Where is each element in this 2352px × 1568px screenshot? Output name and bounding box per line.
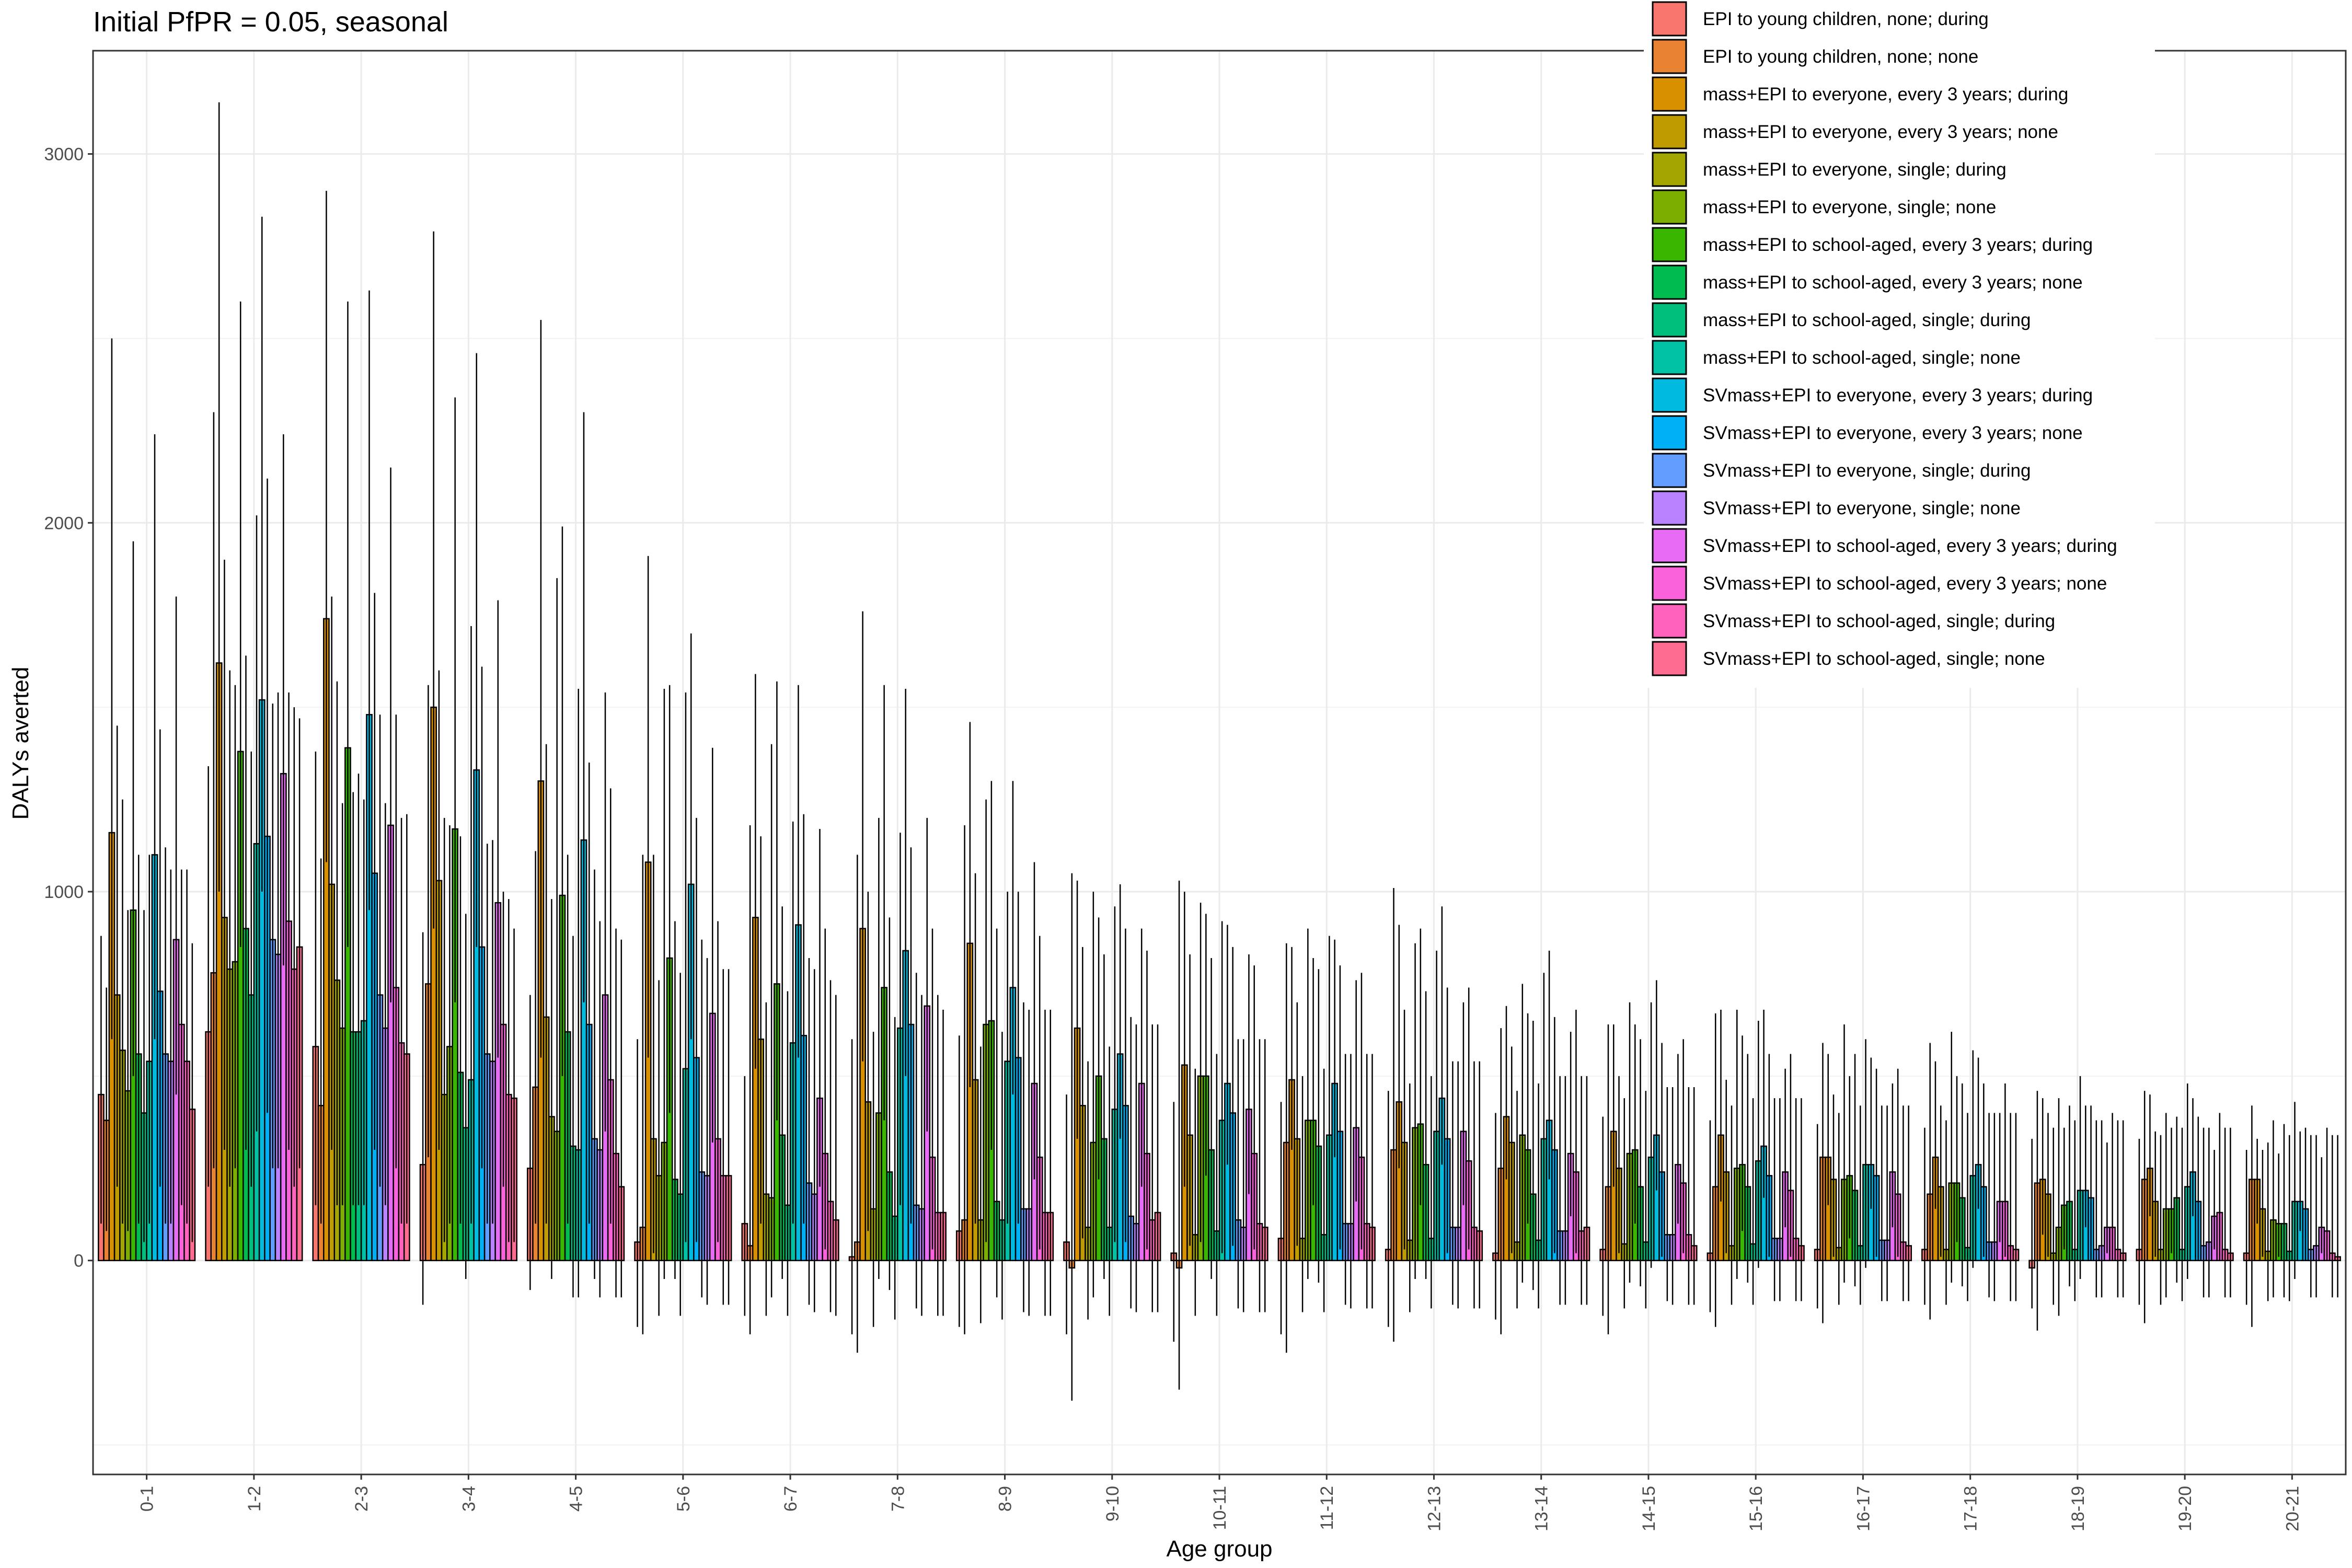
- legend-label: SVmass+EPI to everyone, single; during: [1703, 460, 2031, 481]
- x-tick-label: 20-21: [2282, 1486, 2302, 1531]
- x-tick-label: 6-7: [781, 1486, 801, 1512]
- x-tick-label: 1-2: [245, 1486, 264, 1512]
- x-axis-title: Age group: [1166, 1536, 1272, 1562]
- legend-key: [1652, 189, 1687, 225]
- legend-key: [1652, 152, 1687, 187]
- legend-label: SVmass+EPI to school-aged, every 3 years…: [1703, 536, 2117, 556]
- legend-label: SVmass+EPI to everyone, every 3 years; d…: [1703, 385, 2093, 406]
- legend-label: SVmass+EPI to school-aged, single; durin…: [1703, 611, 2055, 631]
- legend-label: mass+EPI to school-aged, single; none: [1703, 348, 2021, 368]
- legend-key: [1652, 114, 1687, 149]
- x-tick-label: 18-19: [2068, 1486, 2088, 1531]
- legend-label: mass+EPI to school-aged, single; during: [1703, 310, 2031, 330]
- legend-key: [1652, 453, 1687, 488]
- legend-label: SVmass+EPI to everyone, every 3 years; n…: [1703, 423, 2083, 443]
- legend-key: [1652, 76, 1687, 112]
- y-axis-title: DALYs averted: [8, 667, 33, 820]
- x-tick-label: 16-17: [1853, 1486, 1873, 1531]
- legend-label: SVmass+EPI to everyone, single; none: [1703, 498, 2021, 518]
- legend-key: [1652, 566, 1687, 601]
- legend-label: mass+EPI to everyone, single; none: [1703, 197, 1996, 217]
- legend-key: [1652, 302, 1687, 338]
- x-tick-label: 19-20: [2175, 1486, 2195, 1531]
- legend-label: SVmass+EPI to school-aged, single; none: [1703, 649, 2045, 669]
- legend-key: [1652, 528, 1687, 563]
- x-tick-label: 8-9: [996, 1486, 1016, 1512]
- x-tick-label: 14-15: [1639, 1486, 1659, 1531]
- y-tick-label: 1000: [44, 882, 84, 902]
- x-tick-label: 3-4: [459, 1486, 479, 1512]
- x-tick-label: 2-3: [352, 1486, 372, 1512]
- legend-label: mass+EPI to school-aged, every 3 years; …: [1703, 235, 2093, 255]
- x-tick-label: 15-16: [1746, 1486, 1766, 1531]
- legend-key: [1652, 340, 1687, 375]
- legend-key: [1652, 1, 1687, 37]
- legend-label: EPI to young children, none; none: [1703, 47, 1978, 67]
- x-tick-label: 17-18: [1961, 1486, 1981, 1531]
- y-tick-label: 2000: [44, 513, 84, 533]
- x-tick-label: 5-6: [674, 1486, 694, 1512]
- x-tick-label: 13-14: [1532, 1486, 1552, 1531]
- legend-label: mass+EPI to everyone, single; during: [1703, 159, 2007, 180]
- x-axis: 0-1 1-2 2-3 3-4 4-5 5-6 6-7 7-8 8-9 9-10 10-11 11-1…: [137, 1474, 2302, 1531]
- x-tick-label: 9-10: [1103, 1486, 1123, 1521]
- legend-label: mass+EPI to everyone, every 3 years; dur…: [1703, 84, 2068, 105]
- legend-label: mass+EPI to everyone, every 3 years; non…: [1703, 122, 2058, 142]
- legend-key: [1652, 641, 1687, 676]
- chart-title: Initial PfPR = 0.05, seasonal: [93, 6, 448, 38]
- y-tick-label: 3000: [44, 145, 84, 165]
- legend-key: [1652, 377, 1687, 413]
- legend-key: [1652, 490, 1687, 526]
- x-tick-label: 10-11: [1210, 1486, 1230, 1530]
- legend-label: mass+EPI to school-aged, every 3 years; …: [1703, 272, 2083, 293]
- legend-key: [1652, 264, 1687, 300]
- legend-key: [1652, 39, 1687, 74]
- x-tick-label: 11-12: [1317, 1486, 1337, 1530]
- y-tick-label: 0: [74, 1251, 84, 1271]
- legend-label: EPI to young children, none; during: [1703, 9, 1989, 29]
- legend-background: [1644, 0, 2155, 688]
- legend-key: [1652, 415, 1687, 451]
- x-tick-label: 0-1: [137, 1486, 157, 1512]
- x-tick-label: 7-8: [888, 1486, 908, 1512]
- legend-key: [1652, 227, 1687, 262]
- x-tick-label: 12-13: [1424, 1486, 1444, 1531]
- legend-label: SVmass+EPI to school-aged, every 3 years…: [1703, 573, 2107, 594]
- plot-panel: [92, 50, 2347, 1475]
- legend-key: [1652, 603, 1687, 639]
- y-axis: 0 1000 2000 3000: [44, 145, 93, 1271]
- legend: EPI to young children, none; during EPI t…: [1644, 0, 2155, 688]
- x-tick-label: 4-5: [567, 1486, 586, 1512]
